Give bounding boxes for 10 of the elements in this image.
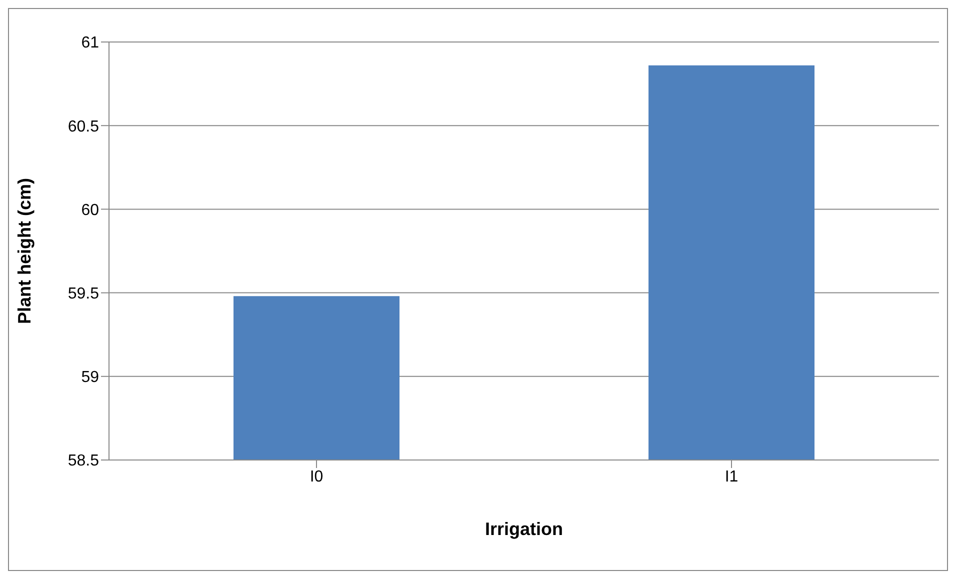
y-tick-label: 58.5 <box>68 452 100 470</box>
x-tick-label: I0 <box>310 468 324 486</box>
y-tick-label: 60 <box>81 202 100 219</box>
x-tick-label: I1 <box>724 468 738 486</box>
x-axis-title: Irrigation <box>484 519 564 539</box>
y-tick-label: 60.5 <box>68 118 100 136</box>
y-tick-label: 61 <box>81 34 100 52</box>
y-tick-label: 59.5 <box>68 285 100 302</box>
y-axis-title: Plant height (cm) <box>14 178 34 324</box>
y-tick-label: 59 <box>81 369 100 386</box>
